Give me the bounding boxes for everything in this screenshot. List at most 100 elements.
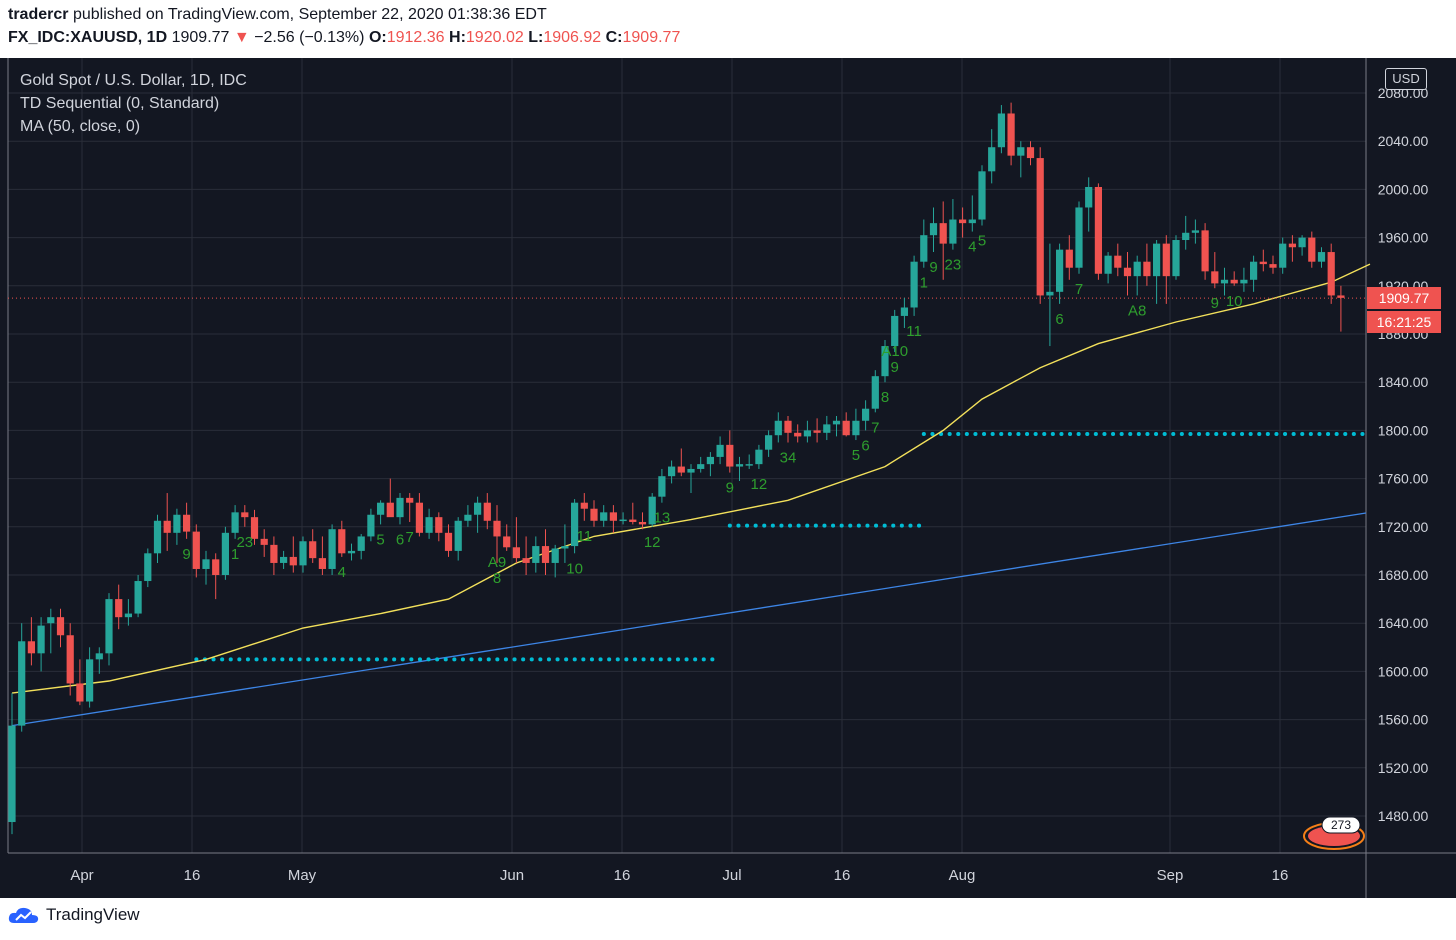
candle-body bbox=[541, 546, 550, 563]
candle-body bbox=[852, 420, 860, 436]
publisher-line: tradercr published on TradingView.com, S… bbox=[8, 6, 547, 24]
td-count-label: 8 bbox=[493, 570, 501, 587]
tradingview-logo[interactable]: TradingView bbox=[8, 905, 140, 925]
candle-body bbox=[1162, 243, 1170, 277]
td-count-label: 9 bbox=[891, 359, 899, 376]
candle-body bbox=[328, 529, 336, 569]
candle-body bbox=[1056, 249, 1064, 292]
candle-body bbox=[367, 514, 375, 537]
price-chart[interactable]: Apr 16 May Jun 16 Jul 16 Aug Sep 162080.002040.00… bbox=[0, 58, 1456, 898]
candle-body bbox=[1133, 261, 1141, 277]
candle-body bbox=[561, 546, 569, 549]
candle-body bbox=[318, 558, 326, 569]
x-tick-label: Apr bbox=[70, 867, 93, 884]
candle-body bbox=[803, 430, 811, 437]
candle-body bbox=[512, 547, 520, 559]
td-count-label: 23 bbox=[945, 257, 962, 274]
chart-pane[interactable] bbox=[0, 58, 1456, 898]
candle-body bbox=[648, 496, 656, 525]
high-label: H: bbox=[449, 29, 466, 46]
y-tick-label: 1680.00 bbox=[1378, 567, 1429, 583]
td-count-label: 9 bbox=[1211, 295, 1219, 312]
candle-body bbox=[474, 502, 482, 515]
candle-body bbox=[1007, 113, 1015, 156]
y-tick-label: 1640.00 bbox=[1378, 615, 1429, 631]
candle-body bbox=[347, 550, 356, 554]
candle-body bbox=[183, 514, 191, 532]
candle-body bbox=[377, 502, 385, 515]
candle-body bbox=[1075, 207, 1083, 268]
td-count-label: 6 bbox=[1055, 311, 1063, 328]
candle-body bbox=[1259, 261, 1267, 265]
candle-body bbox=[1211, 271, 1219, 284]
x-tick-label: 16 bbox=[184, 867, 201, 884]
candle-body bbox=[765, 435, 773, 450]
td-count-label: 9 bbox=[726, 480, 734, 497]
candle-body bbox=[1182, 232, 1190, 241]
td-count-label: 10 bbox=[566, 560, 583, 577]
candle-body bbox=[910, 261, 918, 308]
candle-body bbox=[687, 468, 695, 473]
candle-body bbox=[241, 512, 249, 518]
quote-line: FX_IDC:XAUUSD, 1D 1909.77 ▼ −2.56 (−0.13… bbox=[8, 29, 680, 47]
legend-td-sequential[interactable]: TD Sequential (0, Standard) bbox=[20, 95, 220, 112]
candle-body bbox=[396, 497, 404, 518]
candle-body bbox=[609, 512, 617, 521]
events-count: 273 bbox=[1331, 818, 1351, 832]
candle-body bbox=[1143, 261, 1151, 277]
candle-body bbox=[551, 548, 559, 563]
candle-body bbox=[47, 617, 55, 624]
last-price-tag: 1909.77 bbox=[1367, 287, 1441, 309]
candle-body bbox=[95, 653, 103, 660]
candle-body bbox=[280, 556, 288, 563]
x-tick-label: Jul bbox=[722, 867, 741, 884]
candle-body bbox=[735, 464, 744, 467]
x-tick-label: Aug bbox=[949, 867, 976, 884]
candle-body bbox=[221, 532, 229, 575]
candle-body bbox=[1123, 267, 1132, 277]
candle-body bbox=[522, 558, 530, 563]
candle-body bbox=[444, 532, 453, 551]
td-count-label: 9 bbox=[182, 546, 190, 563]
candle-body bbox=[105, 599, 113, 654]
td-count-label: 10 bbox=[1226, 293, 1243, 310]
td-count-label: 11 bbox=[577, 528, 593, 545]
td-count-label: 1 bbox=[920, 275, 928, 292]
candle-body bbox=[862, 408, 870, 421]
y-tick-label: 2040.00 bbox=[1378, 133, 1429, 149]
publisher-name[interactable]: tradercr bbox=[8, 6, 69, 23]
candle-body bbox=[124, 613, 132, 618]
td-count-label: 7 bbox=[1075, 281, 1083, 298]
candle-body bbox=[706, 456, 714, 465]
td-count-label: 5 bbox=[852, 447, 860, 464]
candle-body bbox=[697, 464, 705, 469]
candle-body bbox=[590, 508, 598, 521]
candle-body bbox=[289, 556, 297, 566]
candle-body bbox=[299, 541, 307, 566]
td-count-label: 6 bbox=[861, 437, 869, 454]
candle-body bbox=[1114, 255, 1122, 268]
candle-body bbox=[1240, 279, 1248, 284]
candle-body bbox=[1250, 261, 1258, 280]
candle-body bbox=[1220, 279, 1229, 284]
candle-body bbox=[784, 420, 792, 433]
candle-body bbox=[726, 444, 734, 467]
candle-body bbox=[832, 420, 841, 425]
currency-button[interactable]: USD bbox=[1385, 68, 1427, 90]
candle-body bbox=[1337, 295, 1345, 298]
candle-body bbox=[1298, 237, 1306, 248]
candle-body bbox=[1279, 243, 1287, 268]
legend-ma[interactable]: MA (50, close, 0) bbox=[20, 118, 141, 135]
symbol-label: FX_IDC:XAUUSD, 1D bbox=[8, 29, 168, 46]
td-count-label: 34 bbox=[780, 449, 797, 466]
candle-body bbox=[250, 517, 259, 539]
td-count-label: 13 bbox=[654, 510, 671, 527]
y-tick-label: 1600.00 bbox=[1378, 663, 1429, 679]
candle-body bbox=[1308, 237, 1316, 262]
y-tick-label: 2000.00 bbox=[1378, 181, 1429, 197]
candle-body bbox=[66, 635, 74, 684]
candle-body bbox=[260, 538, 268, 545]
candle-body bbox=[774, 420, 782, 436]
candle-body bbox=[425, 517, 433, 533]
candle-body bbox=[1230, 279, 1238, 284]
